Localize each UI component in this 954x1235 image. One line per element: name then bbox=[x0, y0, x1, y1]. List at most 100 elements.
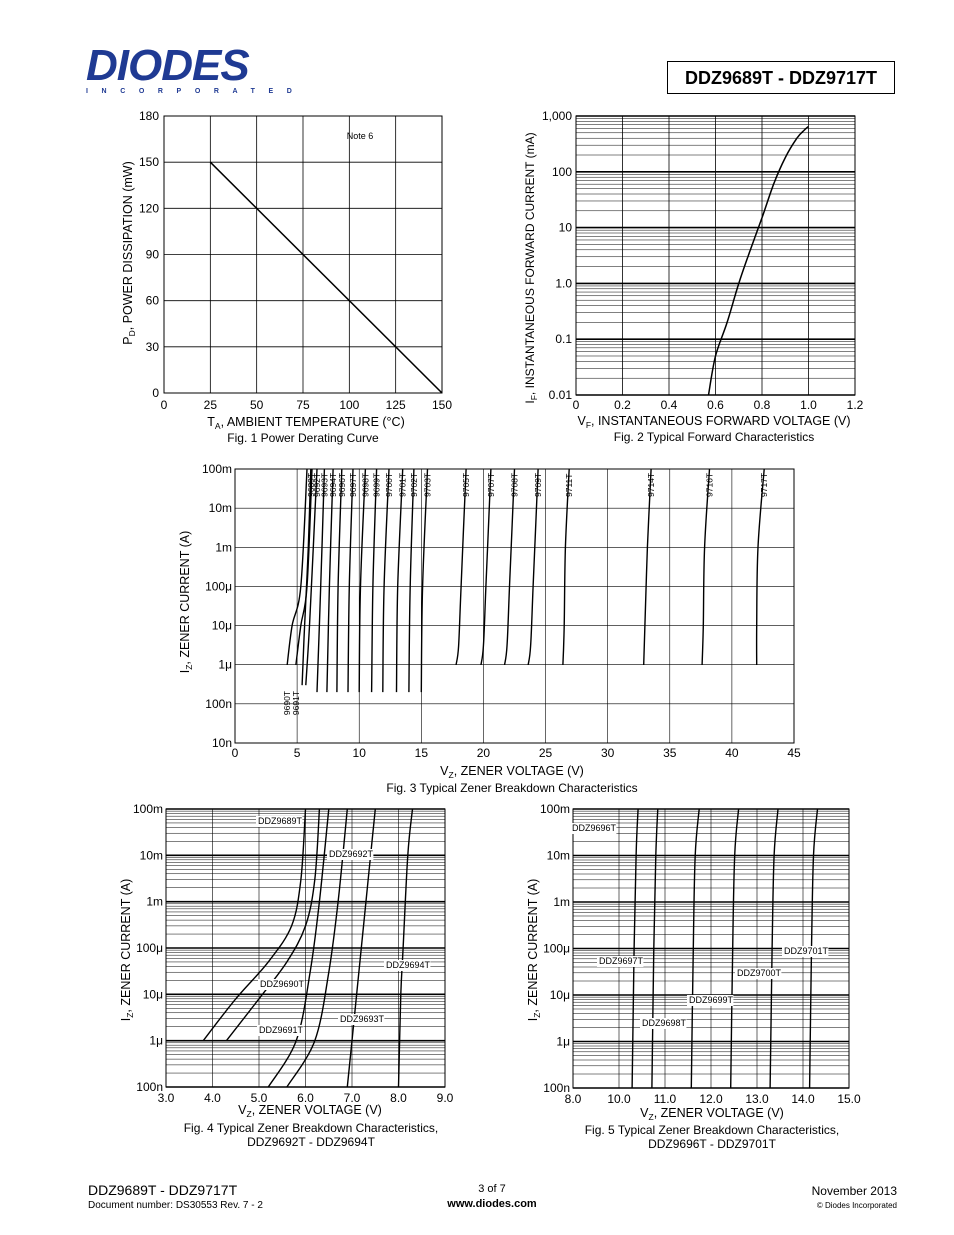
fig4-series-label: DDZ9691T bbox=[259, 1025, 304, 1035]
fig3-xtick-label: 45 bbox=[787, 746, 801, 760]
fig3-top-label: 9699T bbox=[372, 473, 382, 497]
fig4-series-label: DDZ9693T bbox=[340, 1014, 385, 1024]
fig1-xtick-label: 125 bbox=[386, 398, 406, 412]
logo-subtitle: INCORPORATED bbox=[86, 88, 306, 95]
fig5-ytick-label: 100μ bbox=[543, 942, 570, 956]
fig5-xtick-label: 12.0 bbox=[699, 1092, 723, 1106]
fig3-bottom-label: 9690T bbox=[282, 691, 292, 715]
fig5-ytick-label: 100m bbox=[540, 802, 570, 816]
fig4-series-label: DDZ9694T bbox=[386, 960, 431, 970]
fig2-chart: 0 0.2 0.4 0.6 0.8 1.0 1.20.010.11.0101001,000 … bbox=[523, 109, 864, 444]
footer-date: November 2013 bbox=[811, 1184, 897, 1198]
fig5-label-bg bbox=[570, 823, 617, 834]
fig4-ytick-label: 1μ bbox=[149, 1034, 163, 1048]
fig2-caption: Fig. 2 Typical Forward Characteristics bbox=[614, 430, 815, 444]
fig3-ylabel: IZ, ZENER CURRENT (A) bbox=[178, 531, 194, 674]
fig1-xtick-label: 25 bbox=[204, 398, 218, 412]
fig3-ytick-label: 100μ bbox=[205, 579, 232, 593]
fig4-ytick-label: 100m bbox=[133, 802, 163, 816]
fig5-series-DDZ9701T bbox=[808, 808, 819, 1089]
fig4-xtick-label: 4.0 bbox=[204, 1091, 221, 1105]
fig3-series-9701T bbox=[395, 468, 404, 693]
fig1-ylabel: PD, POWER DISSIPATION (mW) bbox=[121, 161, 137, 344]
fig4-label-bg bbox=[327, 849, 374, 860]
fig4-label-bg bbox=[384, 960, 431, 971]
fig3-ytick-label: 10μ bbox=[212, 619, 232, 633]
fig2-xtick-label: 1.0 bbox=[800, 398, 817, 412]
fig3-series-9708T bbox=[503, 468, 516, 665]
fig4-series-DDZ9691T bbox=[225, 808, 321, 1042]
footer-center: 3 of 7 www.diodes.com bbox=[427, 1183, 557, 1210]
fig3-top-label: 9703T bbox=[423, 473, 433, 497]
fig3-ytick-label: 100n bbox=[205, 697, 232, 711]
fig3-series-9693T bbox=[316, 468, 326, 693]
fig4-label-bg bbox=[256, 816, 303, 827]
fig3-xtick-label: 5 bbox=[294, 746, 301, 760]
fig3-series-9698T bbox=[358, 468, 367, 693]
fig3-top-label: 9694T bbox=[328, 473, 338, 497]
fig5-ylabel: IZ, ZENER CURRENT (A) bbox=[526, 879, 542, 1022]
fig3-xtick-label: 30 bbox=[601, 746, 615, 760]
fig5-xtick-label: 8.0 bbox=[565, 1092, 582, 1106]
fig3-top-label: 9697T bbox=[348, 473, 358, 497]
fig3-series-9697T bbox=[347, 468, 354, 693]
fig4-series-DDZ9693T bbox=[346, 808, 376, 1088]
logo-text: DIODES bbox=[86, 41, 250, 90]
fig3-xtick-label: 10 bbox=[353, 746, 367, 760]
footer-copyright: © Diodes Incorporated bbox=[816, 1201, 897, 1210]
fig5-series-DDZ9696T bbox=[631, 808, 639, 1089]
fig4-chart: 3.0 4.0 5.0 6.0 7.0 8.0 9.0 100n 1μ 10μ 100μ 1m 10m 1… bbox=[119, 802, 454, 1149]
fig5-caption-line2: DDZ9696T - DDZ9701T bbox=[648, 1137, 776, 1151]
fig5-xtick-label: 11.0 bbox=[654, 1092, 677, 1106]
fig3-xtick-label: 25 bbox=[539, 746, 553, 760]
fig5-ytick-label: 1m bbox=[553, 895, 570, 909]
fig3-series-9699T bbox=[370, 468, 378, 693]
fig4-xtick-label: 5.0 bbox=[251, 1091, 268, 1105]
fig1-ytick-label: 30 bbox=[146, 340, 160, 354]
fig3-caption: Fig. 3 Typical Zener Breakdown Character… bbox=[386, 781, 637, 795]
fig3-top-label: 9714T bbox=[646, 473, 656, 497]
fig3-plot-frame bbox=[234, 468, 795, 744]
fig2-xtick-label: 0.6 bbox=[707, 398, 724, 412]
fig2-xlabel: VF, INSTANTANEOUS FORWARD VOLTAGE (V) bbox=[577, 414, 850, 430]
fig3-series-9692T bbox=[305, 468, 318, 686]
fig5-xlabel: VZ, ZENER VOLTAGE (V) bbox=[640, 1106, 784, 1122]
fig3-xlabel: VZ, ZENER VOLTAGE (V) bbox=[440, 764, 584, 780]
fig5-label-bg bbox=[687, 995, 734, 1006]
fig3-ytick-label: 10m bbox=[209, 501, 232, 515]
fig3-xtick-label: 35 bbox=[663, 746, 677, 760]
fig5-series-label: DDZ9696T bbox=[572, 823, 617, 833]
fig3-top-label: 9701T bbox=[398, 473, 408, 497]
fig3-series-9705T bbox=[455, 468, 467, 665]
fig2-ytick-label: 0.01 bbox=[549, 388, 573, 402]
fig4-series-DDZ9689T bbox=[267, 808, 330, 1088]
fig3-series-9696T bbox=[336, 468, 343, 693]
fig3-series-9690T bbox=[286, 468, 308, 665]
fig1-ytick-label: 60 bbox=[146, 294, 160, 308]
fig3-series-9709T bbox=[527, 468, 539, 665]
fig1-xtick-label: 50 bbox=[250, 398, 264, 412]
fig4-caption-line1: Fig. 4 Typical Zener Breakdown Character… bbox=[184, 1121, 439, 1135]
fig1-ytick-label: 90 bbox=[146, 248, 160, 262]
fig5-chart: 8.0 10.0 11.0 12.0 13.0 14.0 15.0 100n 1μ 10μ 100μ… bbox=[526, 802, 861, 1151]
fig5-caption-line1: Fig. 5 Typical Zener Breakdown Character… bbox=[585, 1123, 840, 1137]
fig4-xtick-label: 3.0 bbox=[158, 1091, 175, 1105]
fig4-series-DDZ9690T bbox=[202, 808, 307, 1042]
footer-part-range: DDZ9689T - DDZ9717T bbox=[88, 1182, 238, 1198]
footer-url[interactable]: www.diodes.com bbox=[447, 1198, 537, 1210]
fig3-series-9707T bbox=[480, 468, 492, 665]
fig4-series-label: DDZ9689T bbox=[258, 816, 303, 826]
fig3-top-label: 9700T bbox=[384, 473, 394, 497]
fig5-xtick-label: 13.0 bbox=[745, 1092, 769, 1106]
fig3-ytick-label: 100m bbox=[202, 462, 232, 476]
fig4-series-label: DDZ9690T bbox=[260, 979, 305, 989]
fig3-top-label: 9692T bbox=[312, 473, 322, 497]
fig3-series-9694T bbox=[326, 468, 334, 693]
fig3-top-label: 9696T bbox=[337, 473, 347, 497]
fig5-label-bg bbox=[597, 956, 644, 967]
fig3-top-label: 9705T bbox=[461, 473, 471, 497]
fig1-xtick-label: 150 bbox=[432, 398, 452, 412]
fig4-series-DDZ9692T bbox=[286, 808, 348, 1088]
fig3-series-9716T bbox=[701, 468, 711, 665]
fig5-xtick-label: 14.0 bbox=[791, 1092, 815, 1106]
